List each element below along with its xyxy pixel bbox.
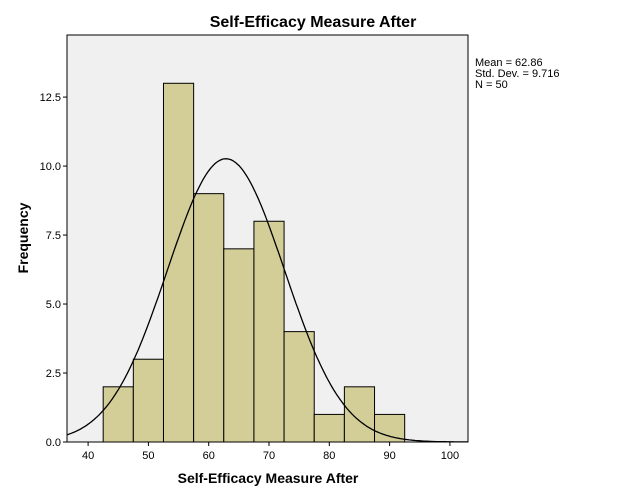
x-tick-label: 80 <box>323 450 335 462</box>
y-axis-label: Frequency <box>15 202 31 273</box>
x-tick-label: 40 <box>82 450 94 462</box>
y-tick-label: 5.0 <box>46 299 61 311</box>
histogram-bar <box>223 248 255 443</box>
x-tick-label: 100 <box>441 450 459 462</box>
stats-legend: Mean = 62.86 Std. Dev. = 9.716 N = 50 <box>475 57 560 91</box>
x-tick-label: 70 <box>263 450 275 462</box>
x-tick-label: 50 <box>142 450 154 462</box>
legend-std-dev: Std. Dev. = 9.716 <box>475 68 560 80</box>
histogram-bar <box>162 82 195 443</box>
x-tick-label: 60 <box>203 450 215 462</box>
histogram-bar <box>193 193 225 443</box>
histogram-bar <box>343 386 376 443</box>
normal-curve <box>66 158 468 443</box>
histogram-bar <box>313 413 345 443</box>
histogram-bar <box>253 220 285 443</box>
histogram-bar <box>102 386 134 443</box>
x-axis-label: Self-Efficacy Measure After <box>178 470 359 486</box>
histogram-bar <box>132 358 164 443</box>
y-tick-label: 0.0 <box>46 437 61 449</box>
legend-mean: Mean = 62.86 <box>475 57 543 69</box>
x-tick-label: 90 <box>383 450 395 462</box>
y-tick-label: 7.5 <box>46 230 61 242</box>
chart-title: Self-Efficacy Measure After <box>210 14 417 31</box>
y-tick-label: 12.5 <box>40 92 61 104</box>
histogram-bar <box>374 413 406 443</box>
y-tick-label: 2.5 <box>46 368 61 380</box>
legend-n: N = 50 <box>475 79 508 91</box>
y-tick-label: 10.0 <box>40 161 61 173</box>
histogram-bar <box>283 331 315 443</box>
